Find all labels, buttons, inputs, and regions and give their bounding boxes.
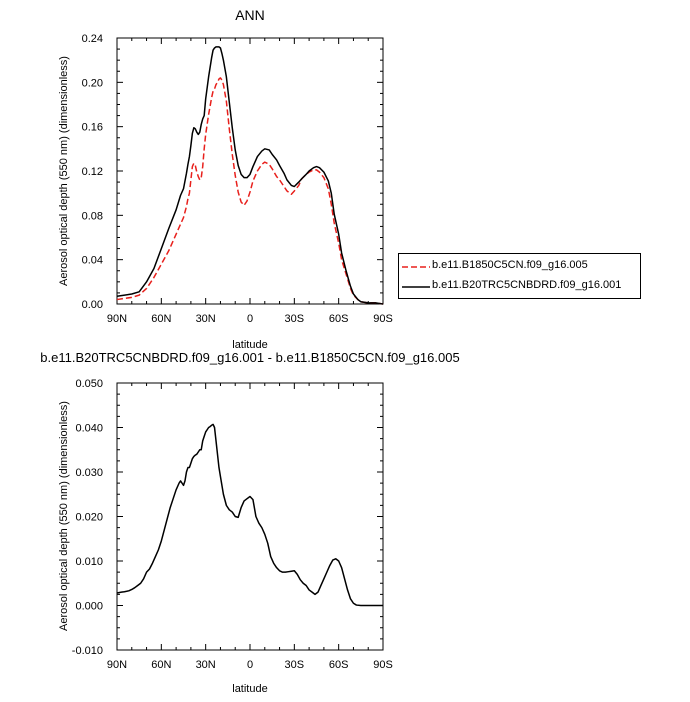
legend-item-control: b.e11.B1850C5CN.f09_g16.005: [399, 257, 640, 277]
bottom-x-tick-label: 30N: [196, 659, 216, 671]
top-axis-ticks: 90N 60N 30N 0 30S 60S 90S 0.00 0.04 0.08 0.12 0.16 0…: [82, 33, 393, 325]
top-series-group: [116, 46, 384, 305]
top-x-tick-label: 0: [247, 313, 253, 325]
top-y-tick-label: 0.08: [82, 210, 103, 222]
legend-swatch-dashed-red: [402, 266, 430, 268]
bottom-y-tick-label: -0.010: [72, 645, 103, 657]
bottom-x-tick-label: 60S: [329, 659, 349, 671]
bottom-x-tick-label: 0: [247, 659, 253, 671]
bottom-y-axis-label: Aerosol optical depth (550 nm) (dimensio…: [58, 401, 70, 631]
top-y-tick-label: 0.20: [82, 77, 103, 89]
top-x-axis-label: latitude: [232, 339, 267, 351]
bottom-x-tick-label: 60N: [151, 659, 171, 671]
bottom-x-tick-label: 30S: [285, 659, 305, 671]
top-x-tick-label: 90S: [373, 313, 393, 325]
top-series-line-1: [116, 46, 384, 305]
bottom-y-tick-label: 0.030: [75, 467, 103, 479]
bottom-y-tick-label: 0.010: [75, 556, 103, 568]
top-y-tick-label: 0.12: [82, 166, 103, 178]
bottom-series-line-0: [116, 423, 383, 607]
top-y-tick-label: 0.00: [82, 299, 103, 311]
top-x-tick-label: 30S: [285, 313, 305, 325]
top-y-tick-label: 0.16: [82, 122, 103, 134]
top-y-tick-label: 0.04: [82, 255, 103, 267]
legend: b.e11.B1850C5CN.f09_g16.005 b.e11.B20TRC…: [398, 253, 641, 299]
top-y-axis-label: Aerosol optical depth (550 nm) (dimensio…: [58, 56, 70, 286]
legend-item-experiment: b.e11.B20TRC5CNBDRD.f09_g16.001: [399, 277, 640, 297]
bottom-y-tick-label: 0.020: [75, 512, 103, 524]
top-chart-title: ANN: [235, 7, 265, 23]
bottom-x-tick-label: 90S: [373, 659, 393, 671]
bottom-y-tick-label: 0.000: [75, 601, 103, 613]
top-x-tick-label: 60S: [329, 313, 349, 325]
top-y-tick-label: 0.24: [82, 33, 103, 45]
bottom-y-tick-label: 0.050: [75, 378, 103, 390]
bottom-y-tick-label: 0.040: [75, 423, 103, 435]
legend-swatch-solid-black: [402, 286, 430, 288]
bottom-x-tick-label: 90N: [107, 659, 127, 671]
bottom-x-axis-label: latitude: [232, 683, 267, 695]
bottom-axis-ticks: 90N 60N 30N 0 30S 60S 90S -0.010 0.000 0.010 0.020…: [72, 378, 393, 671]
bottom-chart-title: b.e11.B20TRC5CNBDRD.f09_g16.001 - b.e11.…: [40, 350, 459, 365]
top-x-tick-label: 90N: [107, 313, 127, 325]
legend-label-control: b.e11.B1850C5CN.f09_g16.005: [432, 259, 588, 271]
top-x-tick-label: 60N: [151, 313, 171, 325]
top-x-tick-label: 30N: [196, 313, 216, 325]
bottom-series-group: [116, 423, 383, 607]
top-series-line-0: [116, 77, 384, 305]
legend-label-experiment: b.e11.B20TRC5CNBDRD.f09_g16.001: [432, 279, 622, 291]
bottom-plot-frame: [116, 382, 384, 651]
